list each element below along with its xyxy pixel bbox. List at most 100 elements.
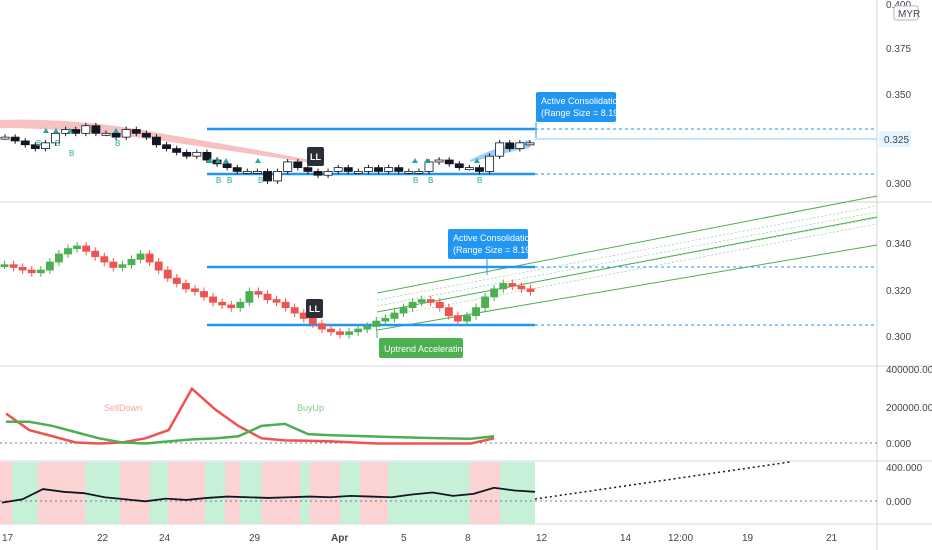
- candle-body-20: [202, 151, 212, 161]
- candle-body-58: [526, 288, 535, 292]
- pane3-tick-0: 400000.000: [886, 365, 932, 376]
- pane3-volume-flow: SellDown BuyUp: [0, 386, 877, 445]
- candle-body-15: [136, 253, 145, 260]
- buy-arrow-9: [424, 158, 430, 163]
- candle-body-13: [118, 264, 127, 268]
- candle-body-29: [293, 161, 303, 169]
- buy-arrow-3: [113, 128, 119, 133]
- pane4-tick-0: 400.000: [886, 463, 923, 474]
- pane3-lines: [5, 386, 495, 445]
- candle-body-22: [200, 291, 208, 298]
- candle-body-25: [227, 304, 236, 309]
- candle-body-20: [181, 283, 190, 290]
- pane4-projection: [534, 461, 791, 500]
- buy-label-2: B: [69, 149, 74, 158]
- candle-body-50: [453, 315, 462, 322]
- buy-label-3: B: [115, 139, 120, 148]
- band-7: [205, 462, 225, 524]
- candle-body-8: [81, 125, 91, 134]
- candle-body-1: [9, 264, 18, 268]
- pane2-trend-badge: Uptrend Accelerating: [376, 330, 468, 358]
- buy-label-8: B: [428, 176, 433, 185]
- pane2-annotation-line2: (Range Size = 8.19%): [453, 245, 541, 255]
- buy-arrow-1: [53, 128, 59, 133]
- candle-body-52: [472, 307, 480, 317]
- candle-body-17: [172, 148, 182, 153]
- buy-arrow-4: [207, 158, 213, 163]
- candle-body-44: [399, 307, 408, 314]
- band-17: [500, 462, 535, 524]
- candle-body-0: [0, 264, 9, 268]
- candle-body-12: [109, 261, 118, 268]
- buy-label-5: B: [227, 176, 232, 185]
- band-12: [310, 462, 340, 524]
- candle-body-56: [508, 283, 517, 287]
- pane1-candles: [0, 122, 535, 184]
- currency-badge-box[interactable]: [893, 5, 919, 21]
- buy-arrow-10: [474, 158, 480, 163]
- candle-body-41: [414, 171, 424, 174]
- candle-body-21: [191, 288, 199, 292]
- x-label-8: 14: [620, 533, 632, 544]
- band-4: [120, 462, 150, 524]
- candle-body-52: [525, 142, 535, 146]
- candle-body-57: [517, 285, 526, 290]
- candle-body-43: [434, 159, 444, 163]
- candle-body-18: [163, 269, 172, 279]
- pane4-oscillator: [0, 461, 877, 504]
- pane2-price-chart: Active Consolidation (Range Size = 8.19%…: [0, 195, 878, 358]
- pane2-candles: [0, 241, 535, 339]
- candle-body-37: [336, 331, 344, 335]
- candle-body-28: [254, 291, 263, 295]
- band-3: [85, 462, 120, 524]
- buy-label-4: B: [216, 176, 221, 185]
- x-label-6: 8: [465, 533, 471, 544]
- candle-body-48: [435, 301, 444, 309]
- time-axis[interactable]: 17 22 24 29 Apr 5 8 12 14 12:00 19 21: [2, 533, 838, 544]
- pane1-ll-label: LL: [310, 152, 321, 162]
- buy-arrow-5: [215, 158, 221, 163]
- candle-body-19: [192, 151, 202, 157]
- candle-body-47: [426, 299, 435, 303]
- pane4-line: [1, 486, 536, 504]
- buy-label-9: B: [477, 176, 482, 185]
- candle-body-26: [263, 171, 272, 182]
- candle-body-11: [100, 256, 109, 263]
- candle-body-47: [475, 167, 484, 172]
- candle-body-5: [45, 261, 54, 271]
- candle-body-3: [30, 144, 40, 149]
- pane4-tick-1: 0.000: [886, 497, 911, 508]
- candle-body-13: [131, 129, 141, 134]
- candle-body-28: [283, 161, 293, 172]
- pane2-annotation: Active Consolidation (Range Size = 8.19%…: [448, 229, 541, 275]
- pane2-tick-2: 0.300: [886, 332, 911, 343]
- candle-body-17: [154, 261, 163, 271]
- price-axis[interactable]: 0.400 MYR 0.375 0.350 0.325 0.300 0.340 …: [879, 0, 932, 508]
- candle-body-40: [404, 171, 414, 174]
- candle-body-4: [36, 269, 45, 274]
- band-0: [0, 462, 12, 524]
- candle-body-41: [372, 320, 381, 327]
- candle-body-7: [71, 129, 81, 134]
- candle-body-27: [273, 171, 283, 182]
- buy-label-1: B: [55, 139, 60, 148]
- band-6: [168, 462, 205, 524]
- buy-arrow-7: [255, 158, 261, 163]
- candle-body-24: [218, 301, 227, 306]
- candle-body-46: [464, 167, 474, 171]
- pane1-ll-badge: LL: [307, 147, 324, 166]
- x-label-2: 24: [159, 533, 171, 544]
- candle-body-23: [232, 167, 242, 172]
- candle-body-32: [323, 171, 333, 176]
- candle-body-9: [82, 245, 91, 252]
- x-label-3: 29: [249, 533, 261, 544]
- pane1-tick-4: 0.300: [886, 179, 911, 190]
- candle-body-32: [290, 307, 299, 314]
- band-13: [340, 462, 360, 524]
- pane2-trend-label: Uptrend Accelerating: [384, 344, 468, 354]
- buy-arrow-0: [43, 128, 49, 133]
- pane1-annotation-line1: Active Consolidation: [541, 96, 623, 106]
- candle-body-31: [313, 171, 323, 176]
